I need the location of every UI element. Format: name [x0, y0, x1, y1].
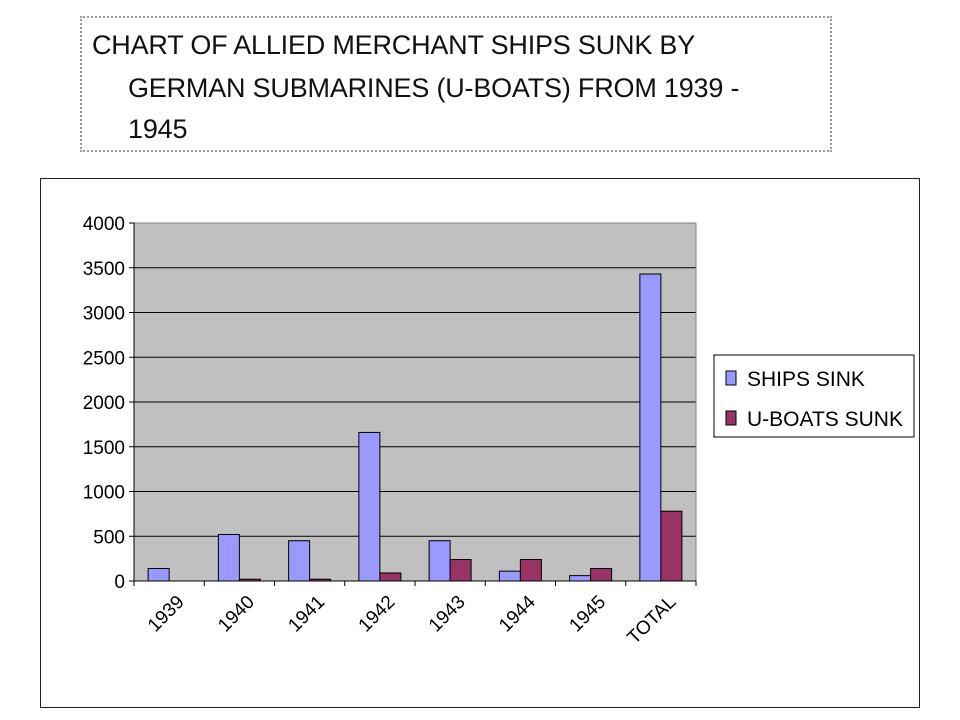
title-box: CHART OF ALLIED MERCHANT SHIPS SUNK BY G…	[80, 16, 832, 152]
bar-u-boats-sunk-1945	[590, 567, 613, 582]
bar-u-boats-sunk-1941	[309, 578, 332, 582]
chart-title-line-3: 1945	[128, 114, 188, 144]
x-tick-label-1942: 1942	[355, 592, 400, 637]
legend-label-1: U-BOATS SUNK	[747, 408, 903, 431]
bar-ships-sink-1941	[288, 540, 311, 582]
legend-box	[713, 354, 915, 438]
y-tick-label: 1000	[83, 483, 125, 504]
chart-title-line-2: GERMAN SUBMARINES (U-BOATS) FROM 1939 -	[128, 73, 740, 103]
bar-ships-sink-1940	[217, 533, 240, 582]
bar-u-boats-sunk-1940	[238, 578, 261, 582]
x-tick-label-1943: 1943	[425, 592, 470, 637]
y-tick-label: 500	[93, 527, 125, 548]
bar-chart: 0 500 1000 1500 2000 2500 3000 3500 4000 1939 1940…	[83, 214, 915, 649]
bar-ships-sink-1943	[428, 540, 451, 582]
y-tick-label: 0	[114, 572, 125, 593]
x-tick-label-1945: 1945	[565, 592, 610, 637]
y-tick-label: 3500	[83, 259, 125, 280]
bar-ships-sink-1944	[498, 570, 521, 582]
chart-area: 0 500 1000 1500 2000 2500 3000 3500 4000 1939 1940…	[40, 178, 920, 708]
bar-ships-sink-total	[639, 273, 662, 582]
chart-title-line-1: CHART OF ALLIED MERCHANT SHIPS SUNK BY	[92, 30, 696, 60]
x-tick-label-1940: 1940	[214, 592, 259, 637]
bar-ships-sink-1945	[569, 575, 592, 582]
bar-ships-sink-1939	[147, 567, 170, 582]
legend-label-0: SHIPS SINK	[747, 368, 865, 391]
bar-u-boats-sunk-total	[660, 510, 683, 582]
bar-u-boats-sunk-1942	[379, 572, 402, 582]
y-tick-label: 4000	[83, 214, 125, 235]
x-tick-label-1944: 1944	[495, 591, 540, 636]
x-tick-label-1941: 1941	[284, 592, 329, 637]
x-tick-label-1939: 1939	[144, 592, 189, 637]
y-tick-label: 3000	[83, 304, 125, 325]
bar-u-boats-sunk-1943	[449, 559, 472, 582]
legend-swatch-1	[725, 410, 737, 426]
y-tick-label: 2000	[83, 393, 125, 414]
y-tick-label: 2500	[83, 348, 125, 369]
bar-u-boats-sunk-1944	[519, 559, 542, 582]
y-tick-label: 1500	[83, 438, 125, 459]
x-tick-label-total: TOTAL	[623, 592, 680, 649]
bar-ships-sink-1942	[358, 431, 381, 582]
legend-swatch-0	[725, 370, 737, 386]
